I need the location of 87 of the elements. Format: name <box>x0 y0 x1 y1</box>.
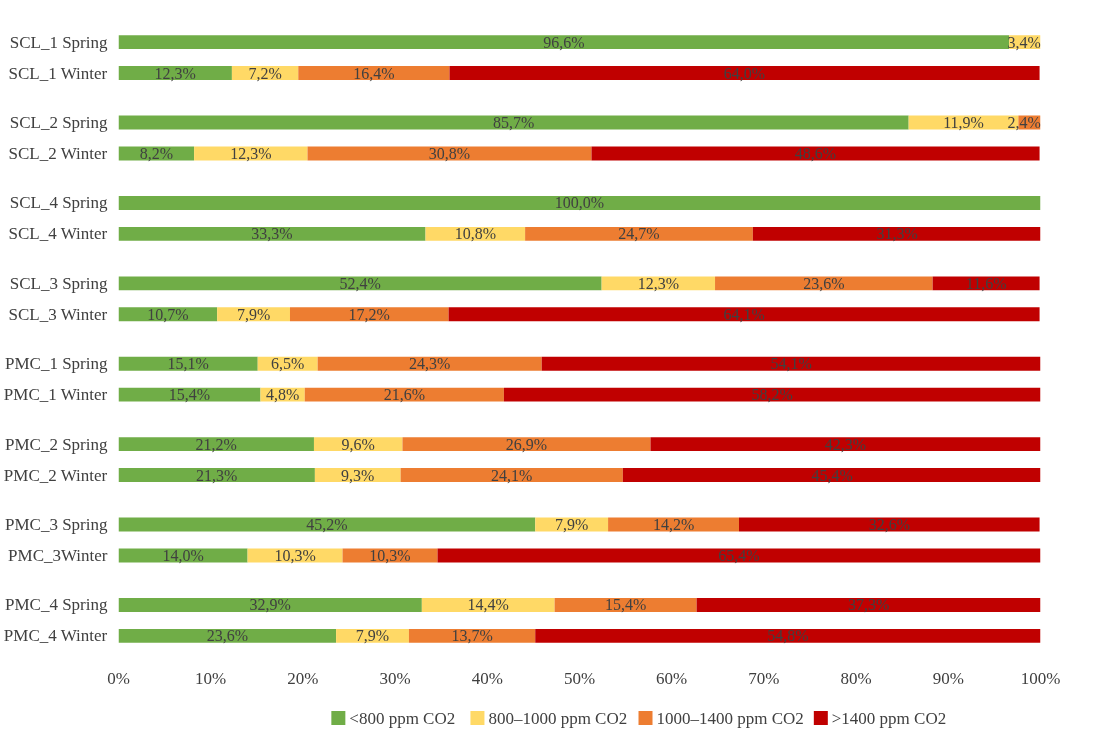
data-label: 7,9% <box>236 305 271 323</box>
data-label: 7,9% <box>355 627 390 645</box>
data-label: 10,3% <box>274 546 316 564</box>
data-label: 21,6% <box>383 386 425 404</box>
y-tick-label: SCL_4 Spring <box>9 193 108 213</box>
data-label: 10,3% <box>369 546 411 564</box>
x-tick-label: 20% <box>287 668 319 688</box>
y-tick-label: SCL_2 Winter <box>8 143 108 163</box>
x-tick-label: 50% <box>563 668 596 688</box>
data-label: 9,3% <box>341 466 375 484</box>
data-label: 33,3% <box>251 225 293 243</box>
y-tick-label: PMC_1 Winter <box>3 385 108 405</box>
legend-label: <800 ppm CO2 <box>349 708 456 728</box>
data-label: 45,4% <box>811 466 853 484</box>
data-label: 8,2% <box>139 144 173 162</box>
legend-label: 800–1000 ppm CO2 <box>488 708 628 728</box>
data-label: 31,3% <box>876 225 918 243</box>
y-tick-label: SCL_2 Spring <box>9 113 108 133</box>
data-label: 100,0% <box>554 194 605 212</box>
y-tick-label: PMC_4 Spring <box>5 595 108 615</box>
data-label: 14,4% <box>467 596 509 614</box>
data-label: 24,1% <box>491 466 533 484</box>
data-label: 21,3% <box>196 466 238 484</box>
data-label: 15,4% <box>168 386 211 404</box>
data-label: 52,4% <box>339 274 381 292</box>
data-label: 24,7% <box>618 225 660 243</box>
data-label: 15,4% <box>604 596 647 614</box>
data-label: 13,7% <box>451 627 493 645</box>
data-label: 96,6% <box>543 33 585 51</box>
data-label: 23,6% <box>803 274 845 292</box>
data-label: 42,3% <box>824 435 867 453</box>
data-label: 24,3% <box>409 355 451 373</box>
data-label: 12,3% <box>154 64 196 82</box>
y-tick-label: SCL_4 Winter <box>8 224 108 244</box>
data-label: 7,2% <box>248 64 282 82</box>
data-label: 15,1% <box>167 355 209 373</box>
data-label: 12,3% <box>637 274 679 292</box>
data-label: 14,0% <box>162 546 204 564</box>
x-tick-label: 80% <box>840 668 872 688</box>
data-label: 54,8% <box>767 627 809 645</box>
x-tick-label: 40% <box>471 668 503 688</box>
data-label: 4,8% <box>265 386 300 404</box>
x-tick-label: 60% <box>656 668 688 688</box>
data-label: 58,2% <box>751 386 793 404</box>
data-label: 32,6% <box>868 516 910 534</box>
data-label: 65,4% <box>718 546 760 564</box>
y-tick-label: PMC_2 Winter <box>3 465 108 485</box>
y-tick-label: SCL_3 Winter <box>8 304 108 324</box>
y-tick-label: PMC_2 Spring <box>5 434 108 454</box>
data-label: 64,1% <box>723 305 765 323</box>
data-label: 37,3% <box>847 596 890 614</box>
data-label: 48,6% <box>794 144 837 162</box>
data-label: 10,7% <box>147 305 189 323</box>
data-label: 32,9% <box>249 596 291 614</box>
data-label: 6,5% <box>271 355 305 373</box>
data-label: 11,9% <box>943 114 984 132</box>
x-tick-label: 90% <box>932 668 964 688</box>
data-label: 9,6% <box>341 435 375 453</box>
y-tick-label: PMC_3Winter <box>8 545 108 565</box>
data-label: 26,9% <box>505 435 548 453</box>
x-tick-label: 30% <box>379 668 411 688</box>
data-label: 45,2% <box>306 516 348 534</box>
y-tick-label: PMC_4 Winter <box>3 626 108 646</box>
data-label: 85,7% <box>492 114 535 132</box>
x-tick-label: 100% <box>1020 668 1061 688</box>
data-label: 11,6% <box>965 274 1007 292</box>
data-label: 12,3% <box>230 144 272 162</box>
x-tick-label: 10% <box>195 668 227 688</box>
data-label: 64,0% <box>723 64 766 82</box>
data-label: 10,8% <box>454 225 496 243</box>
data-label: 21,2% <box>195 435 237 453</box>
data-label: 16,4% <box>353 64 395 82</box>
y-tick-label: SCL_1 Winter <box>8 63 108 83</box>
x-tick-label: 0% <box>107 668 130 688</box>
data-label: 7,9% <box>555 516 589 534</box>
y-tick-label: SCL_3 Spring <box>9 273 108 293</box>
legend-label: 1000–1400 ppm CO2 <box>656 708 804 728</box>
data-label: 30,8% <box>428 144 471 162</box>
data-label: 17,2% <box>348 305 390 323</box>
data-label: 54,1% <box>770 355 812 373</box>
y-tick-label: PMC_1 Spring <box>5 354 108 374</box>
legend-label: >1400 ppm CO2 <box>831 708 947 728</box>
data-label: 14,2% <box>652 516 695 534</box>
y-tick-label: PMC_3 Spring <box>5 515 108 535</box>
data-label: 23,6% <box>206 627 248 645</box>
y-tick-label: SCL_1 Spring <box>9 32 108 52</box>
x-tick-label: 70% <box>748 668 780 688</box>
